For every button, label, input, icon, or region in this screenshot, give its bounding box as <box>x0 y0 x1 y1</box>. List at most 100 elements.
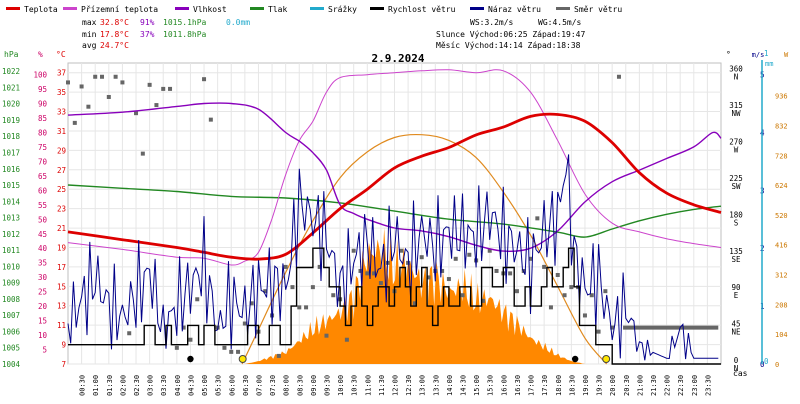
stats-max-rain: 0.0mm <box>226 18 250 27</box>
x-tick-45: 23:00 <box>691 375 699 396</box>
series-pressure <box>67 184 722 238</box>
series-solar-radiation <box>244 227 585 364</box>
axis-dir-compass: NW <box>731 109 741 118</box>
legend-label-5: Rychlost větru <box>388 5 456 14</box>
x-tick-32: 16:30 <box>514 375 522 396</box>
series-feels-temp <box>67 69 722 266</box>
axis-pct-tick: 30 <box>38 273 48 282</box>
x-tick-36: 18:30 <box>568 375 576 396</box>
x-tick-30: 15:30 <box>487 375 495 396</box>
x-tick-17: 09:00 <box>310 375 318 396</box>
wind-dir-point <box>168 86 173 91</box>
axis-hpa-tick: 1008 <box>2 295 21 304</box>
series-wind-gust <box>67 154 719 361</box>
axis-dir-tick: 90 <box>731 283 741 292</box>
x-axis-label: čas <box>733 368 748 378</box>
x-tick-34: 17:30 <box>541 375 549 396</box>
wind-dir-point <box>310 285 315 290</box>
x-tick-5: 03:00 <box>147 375 155 396</box>
wind-dir-point <box>174 345 179 350</box>
axis-degc-tick: 13 <box>57 302 66 311</box>
wind-dir-point <box>610 325 615 330</box>
wind-dir-point <box>453 256 458 261</box>
series-temperature <box>67 112 722 261</box>
wind-dir-point <box>304 305 309 310</box>
axis-hpa-tick: 1019 <box>2 116 20 125</box>
axis-dir-tick: 225 <box>729 174 743 183</box>
axis-pct-tick: 60 <box>38 186 48 195</box>
wind-dir-point <box>351 248 356 253</box>
axis-dir-unit: ° <box>726 50 731 59</box>
axis-hpa-tick: 1018 <box>2 132 21 141</box>
x-tick-11: 06:00 <box>228 375 236 396</box>
stats-min-label: min <box>82 30 97 39</box>
axis-pct-tick: 100 <box>33 71 47 80</box>
axis-hpa-tick: 1013 <box>2 214 20 223</box>
axis-hpa-tick: 1009 <box>2 279 20 288</box>
x-tick-7: 04:00 <box>174 375 182 396</box>
stats-wg: WG:4.5m/s <box>538 18 582 27</box>
x-tick-21: 11:00 <box>364 375 372 396</box>
x-tick-20: 10:30 <box>351 375 359 396</box>
axis-dir-tick: 0 <box>734 356 739 365</box>
legend-swatch-6 <box>470 7 484 10</box>
wind-dir-point <box>297 305 302 310</box>
axis-ms-tick: 0 <box>760 360 765 369</box>
legend-label-3: Tlak <box>268 5 287 14</box>
x-tick-8: 04:30 <box>187 375 195 396</box>
axis-wm2-tick: 0 <box>775 361 779 369</box>
x-tick-44: 22:30 <box>677 375 685 396</box>
legend-swatch-3 <box>250 7 264 10</box>
axis-degc-tick: 35 <box>57 88 66 97</box>
axis-pct-tick: 25 <box>38 288 47 297</box>
stats-moon: Měsíc Východ:14:14 Západ:18:38 <box>436 41 581 50</box>
x-tick-15: 08:00 <box>283 375 291 396</box>
legend-swatch-2 <box>175 7 189 10</box>
axis-dir-tick: 180 <box>729 210 743 219</box>
series-wind-speed <box>68 247 721 365</box>
axis-pct-tick: 70 <box>38 157 48 166</box>
wind-dir-point <box>467 252 472 257</box>
wind-dir-point <box>446 277 451 282</box>
x-tick-43: 22:00 <box>664 375 672 396</box>
grid <box>67 62 722 365</box>
wind-dir-point <box>440 268 445 273</box>
legend-label-2: Vlhkost <box>193 5 227 14</box>
axis-degc-unit: °C <box>56 50 66 59</box>
legend-swatch-4 <box>310 7 324 10</box>
axis-wm2-tick: 312 <box>775 272 788 280</box>
stats-avg-label: avg <box>82 41 97 50</box>
wind-dir-point <box>154 103 159 108</box>
axis-dir-compass: W <box>734 146 739 155</box>
legend-label-6: Náraz větru <box>488 5 541 14</box>
axis-hpa-tick: 1012 <box>2 230 20 239</box>
wind-dir-point <box>487 248 492 253</box>
wind-dir-point <box>79 84 84 89</box>
legend-swatch-5 <box>370 7 384 10</box>
moon-marker <box>187 355 194 363</box>
sunrise-marker <box>238 355 247 363</box>
axis-dir-compass: S <box>734 218 739 227</box>
wind-dir-point <box>93 74 98 79</box>
wind-dir-point <box>324 333 329 338</box>
axis-hpa-tick: 1014 <box>2 197 21 206</box>
axis-pct-tick: 20 <box>38 302 48 311</box>
stats-max-label: max <box>82 18 97 27</box>
x-tick-35: 18:00 <box>555 375 563 396</box>
wind-dir-point <box>508 271 513 276</box>
stats-max-press: 1015.1hPa <box>163 18 207 27</box>
wind-dir-point <box>582 313 587 318</box>
axis-mm-tick-max: 1 <box>764 49 769 58</box>
wind-dir-point <box>426 275 431 280</box>
axis-pct-tick: 80 <box>38 128 48 137</box>
axis-degc-tick: 11 <box>57 321 66 330</box>
x-tick-46: 23:30 <box>704 375 712 396</box>
x-tick-23: 12:00 <box>392 375 400 396</box>
moonset-marker <box>571 355 579 363</box>
axis-degc-tick: 23 <box>57 205 66 214</box>
x-tick-24: 12:30 <box>405 375 413 396</box>
x-tick-27: 14:00 <box>446 375 454 396</box>
wind-dir-point <box>365 271 370 276</box>
x-tick-28: 14:30 <box>460 375 468 396</box>
wind-dir-point <box>603 289 608 294</box>
